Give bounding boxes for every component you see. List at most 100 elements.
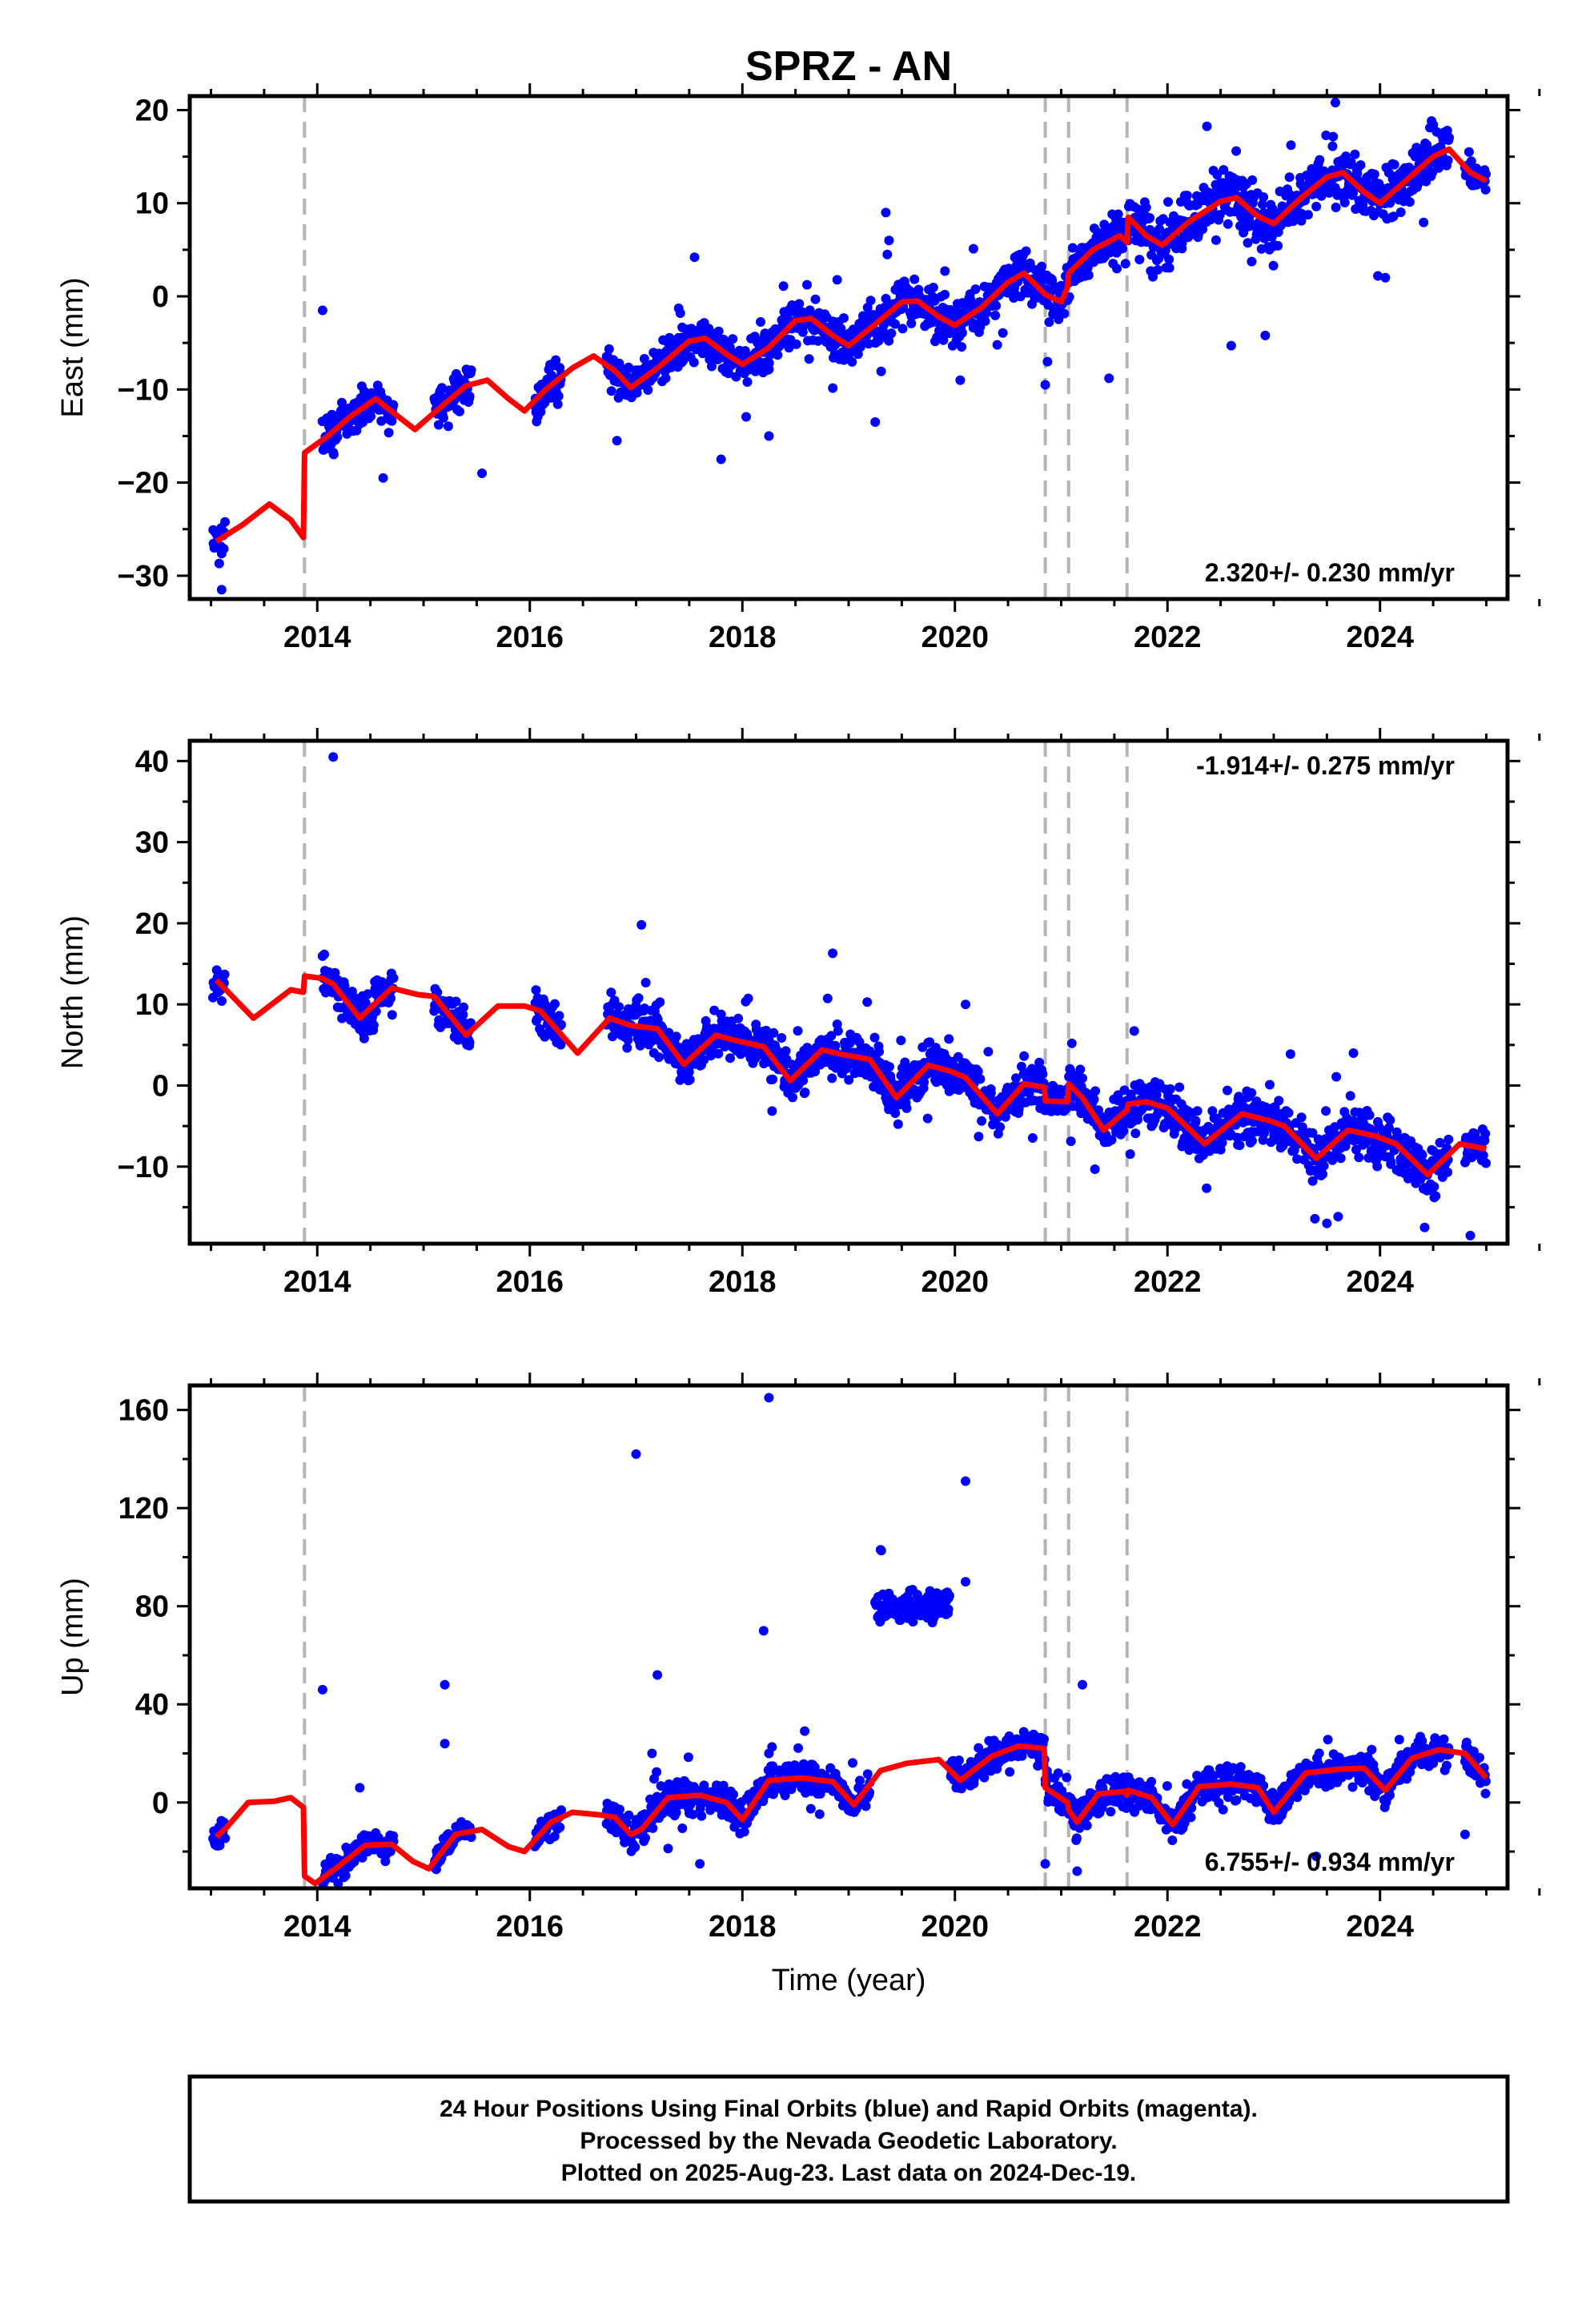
x-tick-label: 2024 xyxy=(1346,1265,1414,1299)
data-point xyxy=(675,308,685,318)
data-point xyxy=(1211,235,1221,245)
data-point xyxy=(1165,1084,1175,1094)
data-point xyxy=(1296,1112,1307,1123)
data-point xyxy=(1350,149,1360,159)
data-point xyxy=(639,354,649,364)
x-tick-label: 2014 xyxy=(283,621,351,654)
data-point xyxy=(1223,219,1233,229)
data-point xyxy=(1466,156,1476,167)
data-point xyxy=(1429,1181,1439,1192)
data-point xyxy=(376,416,387,426)
data-point xyxy=(1037,261,1047,271)
data-point xyxy=(974,1743,984,1753)
data-point xyxy=(890,1108,901,1118)
data-point xyxy=(433,420,444,430)
data-point xyxy=(1231,146,1242,156)
data-point xyxy=(1145,213,1155,223)
data-point xyxy=(970,284,981,295)
data-points xyxy=(208,752,1491,1240)
x-tick-label: 2024 xyxy=(1346,621,1414,654)
data-point xyxy=(1192,1106,1203,1116)
data-point xyxy=(655,997,665,1007)
data-point xyxy=(1162,1781,1172,1791)
data-point xyxy=(630,1842,640,1852)
model-curve xyxy=(214,973,1488,1178)
data-point xyxy=(804,354,814,364)
data-point xyxy=(1284,172,1295,183)
data-point xyxy=(1019,1051,1030,1061)
x-tick-label: 2014 xyxy=(283,1265,351,1299)
data-point xyxy=(1339,198,1350,207)
y-tick-label: 40 xyxy=(135,745,169,778)
outlier-point xyxy=(636,919,647,930)
data-point xyxy=(777,1033,787,1043)
data-point xyxy=(556,1039,566,1050)
data-point xyxy=(896,1071,906,1081)
data-point xyxy=(973,1066,983,1076)
data-point xyxy=(791,339,801,349)
data-point xyxy=(623,1035,633,1045)
data-point xyxy=(983,1047,994,1057)
data-point xyxy=(1182,1779,1192,1789)
x-tick-label: 2018 xyxy=(709,1265,777,1299)
data-point xyxy=(1067,243,1078,253)
data-point xyxy=(773,350,783,360)
outlier-point xyxy=(216,585,227,595)
data-point xyxy=(742,377,753,387)
data-point xyxy=(1435,1137,1445,1148)
outlier-point xyxy=(378,472,388,483)
data-point xyxy=(466,1832,476,1843)
data-point xyxy=(1062,1772,1072,1783)
data-point xyxy=(1113,209,1123,219)
data-point xyxy=(1174,1082,1185,1092)
data-point xyxy=(633,993,644,1003)
y-tick-label: 20 xyxy=(135,907,169,941)
data-point xyxy=(333,1878,343,1888)
data-point xyxy=(604,344,614,354)
data-point xyxy=(800,1726,810,1736)
data-point xyxy=(768,1074,778,1084)
data-point xyxy=(940,289,950,300)
data-point xyxy=(689,357,699,368)
data-point xyxy=(890,319,900,329)
data-point xyxy=(1443,1167,1453,1177)
x-tick-label: 2022 xyxy=(1134,1265,1202,1299)
data-point xyxy=(1118,1126,1129,1136)
data-point xyxy=(1059,308,1070,319)
data-point xyxy=(793,1026,803,1036)
data-point xyxy=(386,993,396,1003)
data-point xyxy=(855,1775,865,1786)
data-point xyxy=(219,544,229,554)
data-point xyxy=(388,973,399,983)
data-point xyxy=(884,336,894,346)
data-point xyxy=(1151,1090,1162,1100)
data-point xyxy=(778,281,789,292)
data-point xyxy=(1027,1133,1038,1143)
data-point xyxy=(549,1831,560,1842)
data-point xyxy=(781,1046,791,1056)
data-point xyxy=(332,432,343,442)
data-point xyxy=(906,318,917,328)
data-point xyxy=(1027,299,1037,309)
data-point xyxy=(793,1743,803,1753)
data-point xyxy=(663,1844,673,1854)
data-point xyxy=(848,1758,857,1768)
y-tick-label: 30 xyxy=(135,826,169,860)
data-point xyxy=(977,1116,987,1126)
data-point xyxy=(624,1810,634,1820)
y-tick-label: −30 xyxy=(118,560,169,593)
outlier-point xyxy=(612,436,622,446)
data-point xyxy=(1286,140,1296,151)
data-point xyxy=(363,989,373,999)
data-point xyxy=(1364,1110,1375,1120)
data-point xyxy=(980,316,990,326)
data-point xyxy=(968,243,978,254)
data-point xyxy=(671,1031,681,1042)
data-point xyxy=(1327,141,1338,151)
x-tick-label: 2022 xyxy=(1134,621,1202,654)
data-point xyxy=(830,1040,841,1051)
data-point xyxy=(214,558,224,569)
data-point xyxy=(453,1035,464,1045)
data-point xyxy=(1125,1149,1135,1160)
